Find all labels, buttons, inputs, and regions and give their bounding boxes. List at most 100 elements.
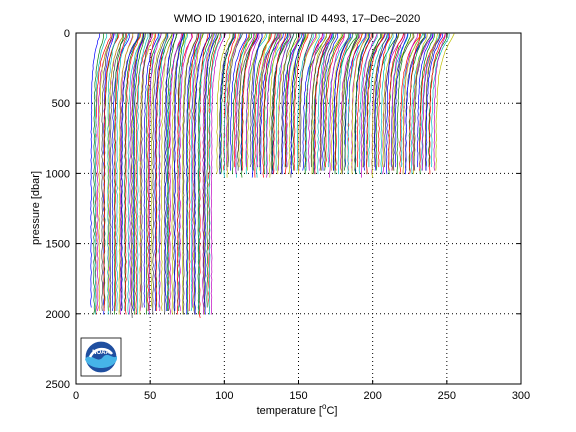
profile-line xyxy=(143,33,159,308)
profile-line xyxy=(386,33,397,175)
profile-line xyxy=(220,33,235,175)
profile-line xyxy=(325,33,345,168)
profile-line xyxy=(174,33,184,312)
profile-line xyxy=(310,33,331,168)
profile-line xyxy=(241,33,258,171)
profile-line xyxy=(252,33,271,171)
y-axis-ticks: 0 500 1000 1500 2000 2500 xyxy=(46,28,521,391)
noaa-logo-icon: NOAA xyxy=(80,337,122,377)
profile-line xyxy=(368,33,388,168)
profile-line xyxy=(210,33,226,315)
profile-line xyxy=(319,33,332,171)
profile-line xyxy=(262,33,276,178)
profile-line xyxy=(118,33,134,315)
grid-lines xyxy=(76,33,521,384)
x-tick-label: 0 xyxy=(73,390,79,402)
profile-line xyxy=(399,33,420,175)
profile-line xyxy=(166,33,177,312)
profile-line xyxy=(206,33,219,308)
profile-line xyxy=(140,33,152,308)
profile-line xyxy=(424,33,440,171)
profile-line xyxy=(182,33,198,315)
y-tick-label: 2500 xyxy=(46,379,70,391)
profile-line xyxy=(98,33,113,311)
profile-line xyxy=(152,33,168,315)
profile-line xyxy=(163,33,178,315)
chart-title: WMO ID 1901620, internal ID 4493, 17–Dec… xyxy=(174,13,420,25)
profile-line xyxy=(208,33,222,315)
profile-line xyxy=(203,33,218,308)
profile-line xyxy=(147,33,157,312)
x-tick-label: 300 xyxy=(512,390,530,402)
profile-line xyxy=(421,33,440,171)
profile-line xyxy=(111,33,130,312)
profile-line xyxy=(337,33,353,175)
profile-line xyxy=(320,33,337,171)
logo-text: NOAA xyxy=(92,350,110,356)
profile-line xyxy=(400,33,424,168)
profile-line xyxy=(133,33,146,315)
profile-line xyxy=(351,33,368,175)
profile-line xyxy=(281,33,303,175)
profile-line xyxy=(293,33,309,171)
profile-line xyxy=(167,33,186,312)
profile-line xyxy=(204,33,216,315)
profile-line xyxy=(197,33,213,315)
profile-line xyxy=(269,33,282,178)
profile-line xyxy=(373,33,388,168)
profile-line xyxy=(249,33,263,168)
profile-line xyxy=(375,33,398,171)
profile-line xyxy=(327,33,350,168)
profile-line xyxy=(382,33,400,168)
profile-line xyxy=(145,33,162,315)
profile-line xyxy=(194,33,210,315)
profile-line xyxy=(258,33,279,168)
profile-line xyxy=(292,33,306,171)
profile-line xyxy=(95,33,112,315)
profile-line xyxy=(416,33,434,168)
profile-line xyxy=(161,33,173,312)
profile-line xyxy=(116,33,129,311)
profile-line xyxy=(410,33,433,175)
profile-line xyxy=(190,33,201,312)
profile-line xyxy=(136,33,149,315)
profile-line xyxy=(139,33,156,315)
profile-line xyxy=(378,33,391,168)
profile-line xyxy=(90,33,100,308)
profile-line xyxy=(332,33,352,171)
profile-line xyxy=(173,33,184,315)
x-axis-ticks: 0 50 100 150 200 250 300 xyxy=(73,33,530,402)
profile-line xyxy=(256,33,279,168)
profile-line xyxy=(240,33,256,178)
profile-line xyxy=(186,33,204,315)
profile-line xyxy=(391,33,406,171)
profile-line xyxy=(233,33,250,168)
profile-line xyxy=(425,33,443,171)
profile-line xyxy=(428,33,446,175)
profile-line xyxy=(428,33,448,168)
profile-line xyxy=(125,33,141,315)
profile-line xyxy=(298,33,318,175)
profile-line xyxy=(132,33,144,312)
profile-line xyxy=(198,33,215,312)
profile-line xyxy=(135,33,153,315)
y-tick-label: 1500 xyxy=(46,239,70,251)
profile-line xyxy=(246,33,266,171)
x-tick-label: 200 xyxy=(363,390,381,402)
profile-line xyxy=(169,33,182,315)
profile-line xyxy=(280,33,295,175)
profile-line xyxy=(284,33,298,168)
profile-line xyxy=(179,33,193,312)
profile-line xyxy=(290,33,304,175)
profile-line xyxy=(129,33,146,315)
profile-line xyxy=(362,33,382,168)
profile-line xyxy=(299,33,313,168)
profile-line xyxy=(107,33,117,315)
profile-line xyxy=(317,33,334,175)
profile-line xyxy=(94,33,108,315)
profile-line xyxy=(101,33,113,312)
profile-line xyxy=(380,33,394,175)
profile-line xyxy=(308,33,324,171)
y-tick-label: 500 xyxy=(52,98,70,110)
